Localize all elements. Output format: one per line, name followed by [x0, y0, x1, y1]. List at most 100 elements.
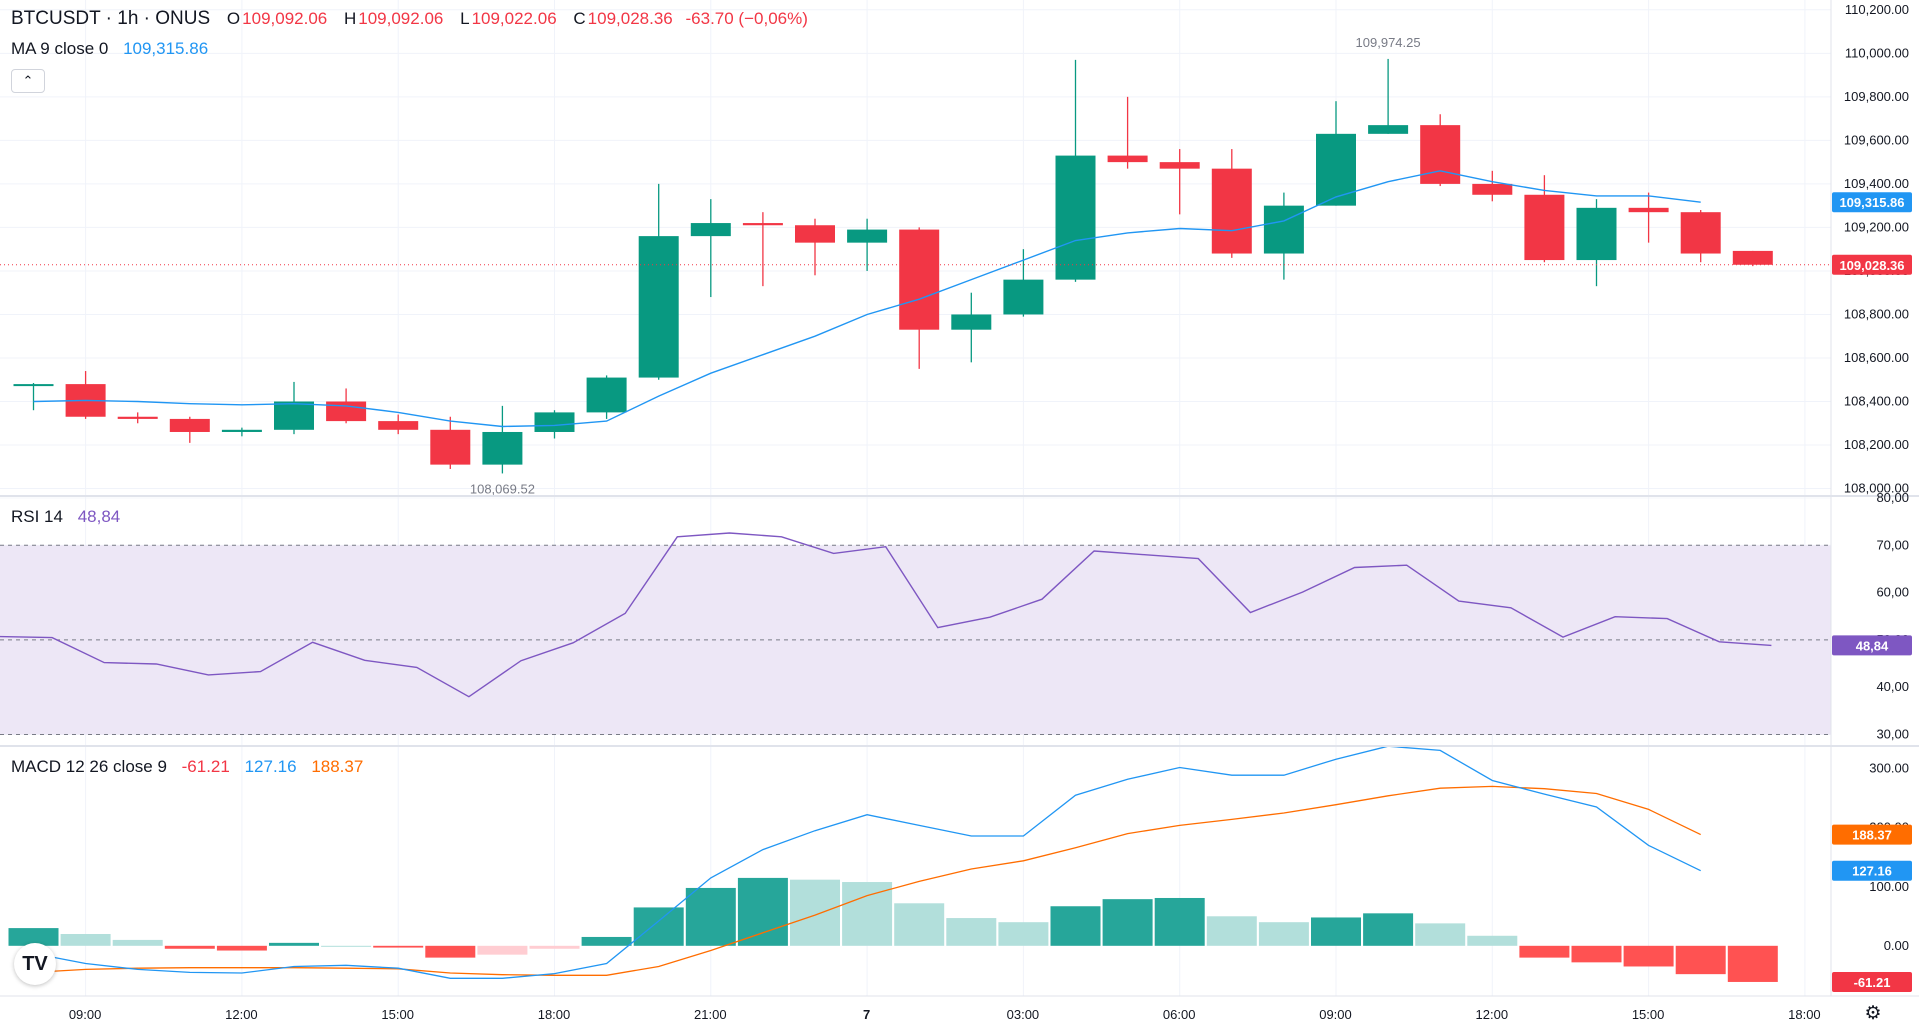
macd-histogram-bar — [1311, 917, 1361, 946]
rsi-legend-label: RSI 14 — [11, 507, 63, 526]
ma-series-line — [33, 170, 1701, 428]
price-tick-label: 110,200.00 — [1845, 2, 1909, 17]
price-tick-label: 108,800.00 — [1844, 306, 1909, 321]
macd-histogram-bar — [269, 942, 319, 946]
macd-histogram-bar — [1206, 916, 1257, 946]
macd-signal-line — [33, 785, 1701, 976]
macd-legend-label: MACD 12 26 close 9 — [11, 757, 167, 776]
price-tick-label: 109,400.00 — [1844, 176, 1909, 191]
ma-price-badge: 109,315.86 — [1839, 195, 1904, 210]
macd-histogram-bar — [946, 918, 997, 946]
rsi-tick-label: 40,00 — [1876, 679, 1909, 694]
time-tick-label: 7 — [863, 1007, 870, 1022]
macd-histogram-bar — [321, 945, 372, 947]
rsi-tick-label: 30,00 — [1876, 727, 1909, 742]
rsi-legend[interactable]: RSI 14 48,84 — [11, 506, 122, 528]
rsi-tick-label: 70,00 — [1876, 537, 1909, 552]
macd-histogram-bar — [1675, 945, 1726, 975]
ma-legend-value: 109,315.86 — [123, 39, 209, 58]
rsi-pane — [0, 532, 1831, 736]
time-tick-label: 12:00 — [1476, 1007, 1509, 1022]
rsi-legend-value: 48,84 — [77, 507, 121, 526]
candle-body — [1576, 207, 1617, 261]
macd-histogram-bar — [425, 945, 476, 958]
rsi-badge-bg — [1832, 635, 1912, 656]
candle-body — [169, 418, 210, 432]
candle-body — [1263, 205, 1304, 254]
collapse-legend-button[interactable]: ⌃ — [11, 69, 45, 93]
open-label: O — [226, 9, 241, 28]
time-tick-label: 18:00 — [538, 1007, 571, 1022]
high-price-label: 109,974.25 — [1356, 35, 1421, 50]
price-tick-label: 108,400.00 — [1844, 394, 1909, 409]
price-tick-label: 108,000.00 — [1844, 481, 1909, 496]
macd-histogram-bar — [1415, 923, 1466, 946]
time-tick-label: 15:00 — [1632, 1007, 1665, 1022]
last-price-badge: 109,028.36 — [1839, 258, 1904, 273]
candle-body — [1211, 168, 1252, 254]
close-label: C — [573, 9, 586, 28]
macd-histogram-bar — [842, 882, 893, 946]
price-tick-label: 109,200.00 — [1844, 219, 1909, 234]
tradingview-logo[interactable]: TV — [14, 943, 56, 985]
gear-icon[interactable]: ⚙ — [1864, 1003, 1882, 1024]
macd-histogram-bar — [1102, 899, 1153, 946]
macd-tick-label: 0.00 — [1884, 938, 1909, 953]
candle-body — [13, 384, 54, 387]
low-value: 109,022.06 — [471, 9, 557, 28]
macd-legend[interactable]: MACD 12 26 close 9 -61.21 127.16 188.37 — [11, 756, 365, 778]
candle-body — [482, 431, 523, 465]
candle-body — [221, 429, 262, 432]
symbol-legend: BTCUSDT · 1h · ONUS O 109,092.06 H 109,092… — [11, 8, 810, 30]
time-tick-label: 12:00 — [225, 1007, 258, 1022]
price-tick-label: 108,600.00 — [1844, 350, 1909, 365]
macd-histogram-bar — [581, 936, 632, 946]
candle-body — [951, 314, 992, 330]
candle-body — [1628, 207, 1669, 213]
candle-body — [1316, 133, 1356, 206]
time-tick-label: 03:00 — [1007, 1007, 1040, 1022]
candle-body — [638, 236, 679, 378]
rsi-badge: 48,84 — [1856, 638, 1889, 653]
candle-body — [326, 401, 367, 422]
macd-histogram-bar — [894, 903, 945, 946]
macd-legend-hist: -61.21 — [181, 757, 230, 776]
macd-histogram-bar — [1727, 945, 1778, 982]
candle-body — [1680, 212, 1721, 254]
macd-histogram-bar — [633, 907, 684, 946]
price-tick-label: 110,000.00 — [1845, 45, 1909, 60]
rsi-tick-label: 80,00 — [1876, 490, 1909, 505]
open-value: 109,092.06 — [242, 9, 328, 28]
candle-body — [1159, 162, 1200, 169]
macd-histogram-bar — [1519, 945, 1570, 958]
rsi-line — [0, 532, 1772, 698]
macd-histogram-bar — [529, 945, 580, 949]
macd-legend-signal: 188.37 — [311, 757, 364, 776]
rsi-tick-label: 60,00 — [1876, 585, 1909, 600]
candle-body — [378, 421, 419, 430]
low-label: L — [460, 9, 470, 28]
candle-body — [690, 223, 731, 237]
macd-hist-badge-bg — [1832, 971, 1912, 992]
macd-tick-label: 100.00 — [1869, 879, 1909, 894]
macd-histogram-bar — [1571, 945, 1622, 963]
candle-body — [795, 225, 835, 243]
symbol-title[interactable]: BTCUSDT · 1h · ONUS — [11, 8, 211, 29]
macd-histogram-bar — [164, 945, 215, 949]
macd-histogram-bar — [737, 877, 788, 946]
candle-body — [274, 401, 314, 430]
ma-legend[interactable]: MA 9 close 0 109,315.86 — [11, 38, 210, 60]
candle-body — [1472, 183, 1513, 195]
time-tick-label: 21:00 — [694, 1007, 727, 1022]
price-tick-label: 108,200.00 — [1844, 437, 1909, 452]
candle-body — [1003, 279, 1044, 315]
high-value: 109,092.06 — [358, 9, 444, 28]
macd-signal-badge-bg — [1832, 824, 1912, 845]
macd-histogram-bar — [998, 922, 1049, 946]
close-value: 109,028.36 — [587, 9, 673, 28]
grid-lines — [0, 0, 1831, 996]
macd-hist-badge: -61.21 — [1854, 975, 1891, 990]
macd-tick-label: 300.00 — [1869, 761, 1909, 776]
